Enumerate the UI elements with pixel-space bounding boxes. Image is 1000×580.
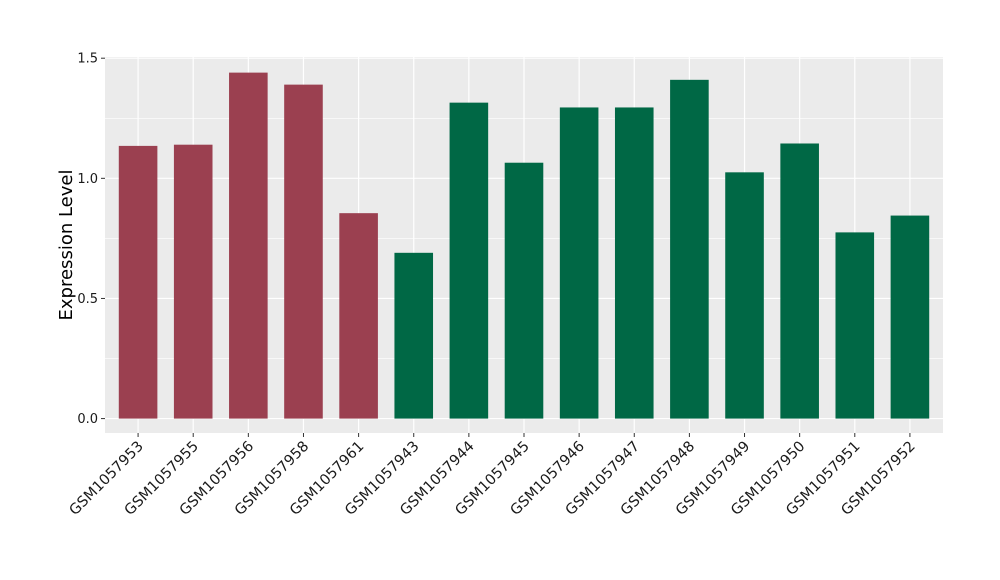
- bar-GSM1057961: [339, 213, 378, 419]
- bar-GSM1057956: [229, 72, 268, 419]
- bar-GSM1057950: [780, 143, 819, 419]
- bar-GSM1057951: [835, 232, 875, 419]
- bar-GSM1057955: [173, 144, 213, 419]
- bar-GSM1057949: [725, 172, 764, 419]
- y-axis-title: Expression Level: [56, 170, 77, 321]
- bar-GSM1057943: [394, 252, 434, 419]
- bar-GSM1057952: [890, 215, 930, 419]
- y-tick-label: 1.0: [77, 172, 98, 187]
- bar-GSM1057946: [559, 107, 599, 419]
- bar-GSM1057958: [284, 84, 323, 419]
- bar-GSM1057944: [449, 102, 489, 419]
- x-axis: GSM1057953GSM1057955GSM1057956GSM1057958…: [67, 433, 919, 519]
- bars-group: [118, 72, 930, 419]
- y-axis: 0.0 0.5 1.0 1.5: [77, 52, 105, 427]
- y-tick-label: 0.5: [77, 292, 98, 307]
- bar-GSM1057953: [118, 145, 158, 419]
- bar-GSM1057947: [614, 107, 654, 419]
- bar-GSM1057945: [504, 162, 544, 419]
- y-tick-label: 0.0: [77, 412, 98, 427]
- y-tick-label: 1.5: [77, 52, 98, 67]
- bar-GSM1057948: [670, 79, 709, 419]
